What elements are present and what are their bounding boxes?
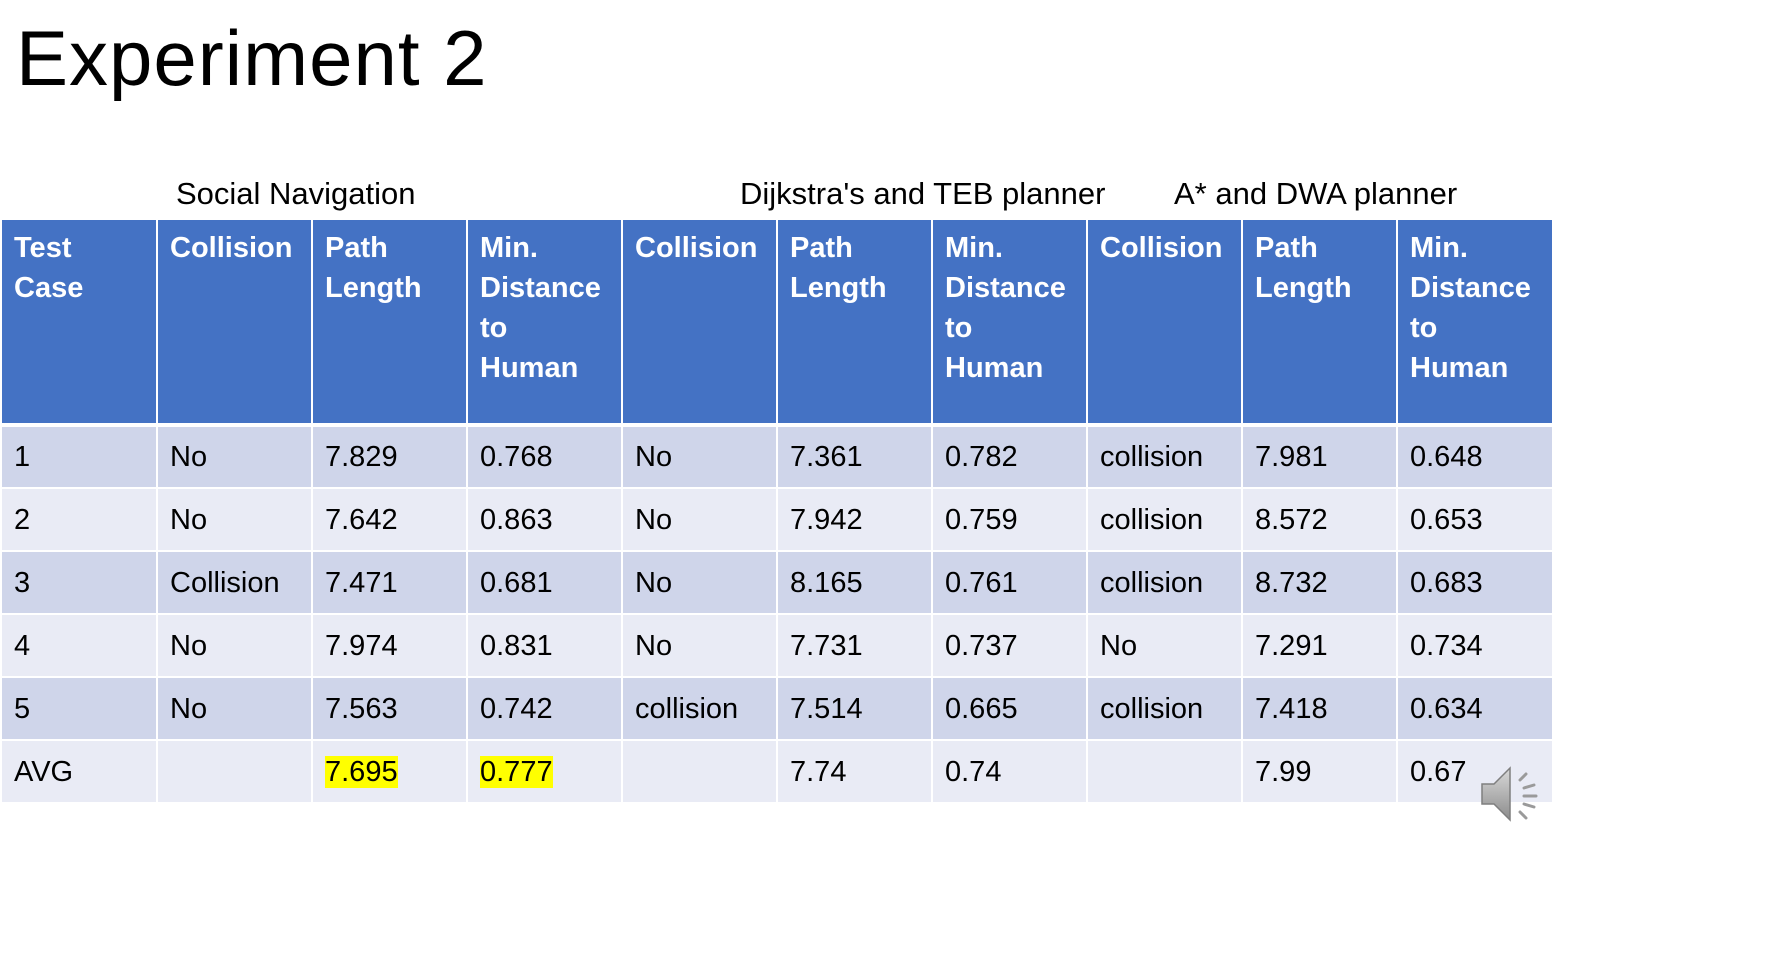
cell-sn-collision: No [157, 677, 313, 741]
cell-avg-ad-min-distance: 0.67 [1397, 740, 1552, 804]
slide-title: Experiment 2 [16, 14, 488, 102]
cell-sn-path-length: 7.974 [312, 614, 468, 678]
cell-dt-min-distance: 0.782 [932, 425, 1088, 489]
cell-sn-collision: No [157, 614, 313, 678]
cell-avg-sn-min-distance: 0.777 [467, 740, 623, 804]
cell-dt-path-length: 7.731 [777, 614, 933, 678]
cell-ad-collision: collision [1087, 488, 1243, 552]
cell-test-case: 5 [2, 677, 158, 741]
cell-ad-min-distance: 0.648 [1397, 425, 1552, 489]
cell-sn-path-length: 7.471 [312, 551, 468, 615]
header-ad-collision: Collision [1087, 220, 1243, 427]
cell-avg-sn-collision [157, 740, 313, 804]
cell-dt-collision: No [622, 614, 778, 678]
cell-ad-collision: collision [1087, 677, 1243, 741]
cell-sn-collision: No [157, 425, 313, 489]
cell-test-case: 4 [2, 614, 158, 678]
cell-avg-sn-path-length: 7.695 [312, 740, 468, 804]
cell-dt-collision: No [622, 551, 778, 615]
cell-ad-path-length: 8.732 [1242, 551, 1398, 615]
header-sn-path-length: Path Length [312, 220, 468, 427]
cell-dt-path-length: 7.361 [777, 425, 933, 489]
header-dt-min-distance: Min. Distance to Human [932, 220, 1088, 427]
table-header-row: Test Case Collision Path Length Min. Dista… [2, 220, 1552, 427]
cell-sn-path-length: 7.642 [312, 488, 468, 552]
header-sn-collision: Collision [157, 220, 313, 427]
cell-ad-min-distance: 0.683 [1397, 551, 1552, 615]
table-row: 5 No 7.563 0.742 collision 7.514 0.665 c… [2, 677, 1552, 741]
speaker-icon[interactable] [1476, 758, 1548, 830]
cell-ad-path-length: 8.572 [1242, 488, 1398, 552]
cell-ad-path-length: 7.291 [1242, 614, 1398, 678]
table-row: 1 No 7.829 0.768 No 7.361 0.782 collisio… [2, 425, 1552, 489]
cell-dt-min-distance: 0.737 [932, 614, 1088, 678]
cell-test-case: 3 [2, 551, 158, 615]
cell-dt-path-length: 7.514 [777, 677, 933, 741]
cell-dt-collision: collision [622, 677, 778, 741]
header-test-case: Test Case [2, 220, 158, 427]
table-row: 4 No 7.974 0.831 No 7.731 0.737 No 7.291… [2, 614, 1552, 678]
cell-avg-ad-path-length: 7.99 [1242, 740, 1398, 804]
header-ad-min-distance: Min. Distance to Human [1397, 220, 1552, 427]
group-label-social-navigation: Social Navigation [176, 176, 416, 211]
cell-avg-dt-min-distance: 0.74 [932, 740, 1088, 804]
cell-ad-path-length: 7.418 [1242, 677, 1398, 741]
cell-dt-min-distance: 0.761 [932, 551, 1088, 615]
header-dt-collision: Collision [622, 220, 778, 427]
group-label-astar-dwa: A* and DWA planner [1174, 176, 1458, 211]
cell-dt-min-distance: 0.665 [932, 677, 1088, 741]
cell-sn-min-distance: 0.681 [467, 551, 623, 615]
highlighted-value: 0.777 [480, 755, 553, 788]
cell-avg-label: AVG [2, 740, 158, 804]
cell-test-case: 1 [2, 425, 158, 489]
table-row: 3 Collision 7.471 0.681 No 8.165 0.761 c… [2, 551, 1552, 615]
table-row: 2 No 7.642 0.863 No 7.942 0.759 collisio… [2, 488, 1552, 552]
cell-sn-path-length: 7.829 [312, 425, 468, 489]
cell-dt-path-length: 7.942 [777, 488, 933, 552]
cell-sn-min-distance: 0.768 [467, 425, 623, 489]
cell-test-case: 2 [2, 488, 158, 552]
cell-ad-min-distance: 0.734 [1397, 614, 1552, 678]
results-table: Test Case Collision Path Length Min. Dista… [2, 220, 1552, 804]
cell-avg-ad-collision [1087, 740, 1243, 804]
cell-dt-collision: No [622, 488, 778, 552]
cell-sn-collision: Collision [157, 551, 313, 615]
cell-sn-min-distance: 0.831 [467, 614, 623, 678]
cell-ad-min-distance: 0.634 [1397, 677, 1552, 741]
header-sn-min-distance: Min. Distance to Human [467, 220, 623, 427]
cell-ad-path-length: 7.981 [1242, 425, 1398, 489]
cell-dt-path-length: 8.165 [777, 551, 933, 615]
header-ad-path-length: Path Length [1242, 220, 1398, 427]
cell-dt-min-distance: 0.759 [932, 488, 1088, 552]
cell-avg-dt-path-length: 7.74 [777, 740, 933, 804]
cell-sn-min-distance: 0.742 [467, 677, 623, 741]
cell-ad-collision: No [1087, 614, 1243, 678]
group-label-dijkstra-teb: Dijkstra's and TEB planner [740, 176, 1106, 211]
table-row-average: AVG 7.695 0.777 7.74 0.74 7.99 0.67 [2, 740, 1552, 804]
cell-sn-path-length: 7.563 [312, 677, 468, 741]
cell-ad-collision: collision [1087, 551, 1243, 615]
header-dt-path-length: Path Length [777, 220, 933, 427]
cell-sn-collision: No [157, 488, 313, 552]
cell-ad-collision: collision [1087, 425, 1243, 489]
cell-avg-dt-collision [622, 740, 778, 804]
cell-ad-min-distance: 0.653 [1397, 488, 1552, 552]
cell-sn-min-distance: 0.863 [467, 488, 623, 552]
highlighted-value: 7.695 [325, 755, 398, 788]
cell-dt-collision: No [622, 425, 778, 489]
